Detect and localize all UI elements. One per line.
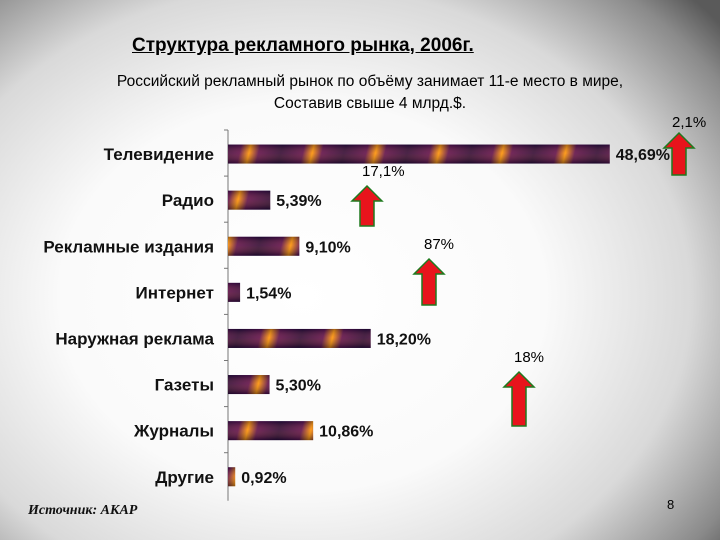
category-label: Наружная реклама <box>55 329 214 348</box>
bar-shade <box>228 375 270 395</box>
subtitle-line-2: Составив свыше 4 млрд.$. <box>273 95 467 112</box>
category-label: Журналы <box>133 422 214 441</box>
subtitle: Российский рекламный рынок по объёму зан… <box>40 71 700 115</box>
category-label: Другие <box>155 468 214 487</box>
page-title: Структура рекламного рынка, 2006г. <box>132 35 474 56</box>
growth-arrow-icon <box>662 131 696 176</box>
bar-shade <box>228 282 241 302</box>
growth-arrow-icon <box>502 370 536 427</box>
category-label: Газеты <box>155 376 214 395</box>
growth-arrow-icon <box>412 257 446 306</box>
growth-label-radio: 17,1% <box>362 163 405 180</box>
subtitle-line-1: Российский рекламный рынок по объёму зан… <box>116 73 624 90</box>
growth-label-internet: 87% <box>424 236 455 253</box>
bar <box>228 144 610 164</box>
growth-label-magazines: 18% <box>514 349 545 366</box>
value-label: 0,92% <box>241 470 286 487</box>
bar-shade <box>228 328 371 348</box>
value-label: 10,86% <box>319 424 373 441</box>
bar-shade <box>228 190 271 210</box>
value-label: 9,10% <box>305 239 350 256</box>
value-label: 1,54% <box>246 285 291 302</box>
growth-arrow-icon <box>350 184 384 227</box>
category-label: Телевидение <box>104 145 214 164</box>
bar <box>228 190 271 210</box>
bar <box>228 375 270 395</box>
value-label: 5,30% <box>276 378 321 395</box>
category-label: Интернет <box>136 283 214 302</box>
growth-label-tv: 2,1% <box>672 114 707 131</box>
bar-shade <box>228 467 236 487</box>
category-label: Рекламные издания <box>43 237 214 256</box>
bar <box>228 236 300 256</box>
value-label: 18,20% <box>377 331 431 348</box>
bar-shade <box>228 236 300 256</box>
source-note: Источник: АКАР <box>28 503 138 518</box>
bar <box>228 282 241 302</box>
page-number: 8 <box>667 497 675 512</box>
value-label: 5,39% <box>276 193 321 210</box>
bar-shade <box>228 421 314 441</box>
bar <box>228 328 371 348</box>
bar <box>228 467 236 487</box>
category-label: Радио <box>162 191 214 210</box>
value-label: 48,69% <box>616 147 670 164</box>
bar-shade <box>228 144 610 164</box>
bar <box>228 421 314 441</box>
